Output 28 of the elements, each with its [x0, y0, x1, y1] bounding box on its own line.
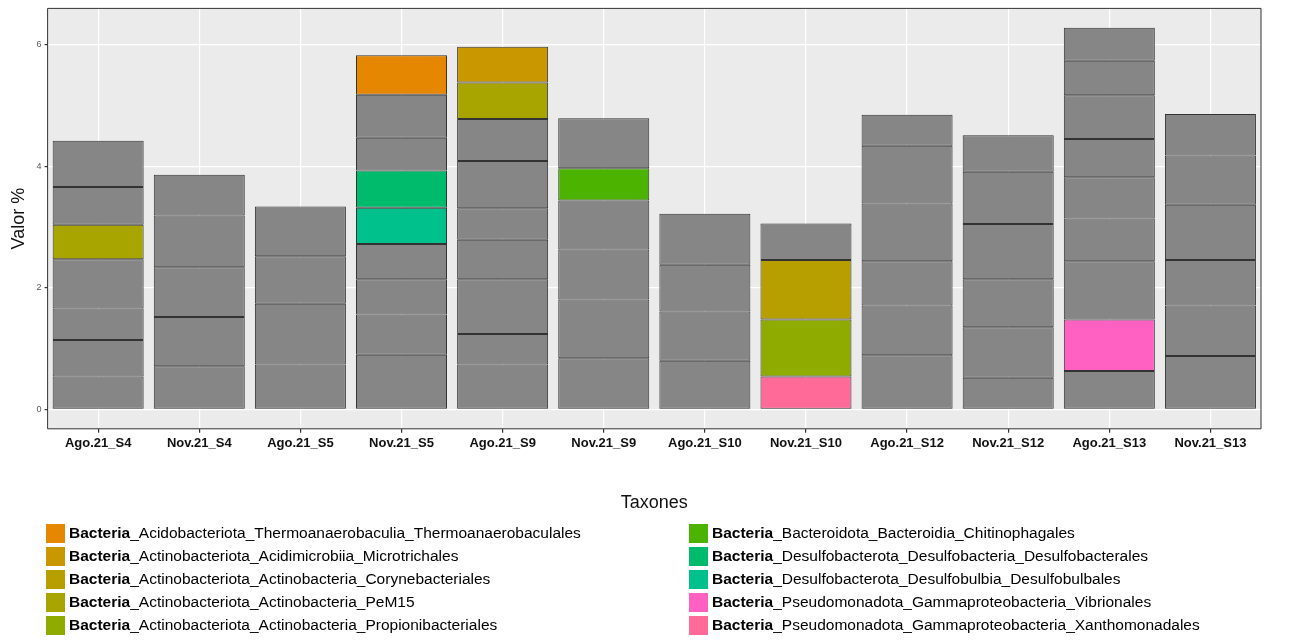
- legend-label: Bacteria_Pseudomonadota_Gammaproteobacteria_Vibrionales: [712, 592, 1152, 612]
- x-tick-label: Nov.21_S12: [972, 435, 1045, 451]
- x-tick-label: Ago.21_S9: [469, 435, 536, 451]
- x-tick-label: Nov.21_S4: [166, 435, 233, 451]
- y-tick-label: 4: [36, 160, 42, 171]
- x-tick-label: Ago.21_S4: [64, 435, 133, 451]
- x-tick-label: Ago.21_S13: [1072, 435, 1147, 451]
- legend-label: Bacteria_Bacteroidota_Bacteroidia_Chitinophagales: [712, 523, 1075, 543]
- y-tick-label: 2: [36, 282, 42, 293]
- x-tick-label: Nov.21_S10: [769, 435, 842, 451]
- y-axis-title: Valor %: [7, 187, 28, 250]
- x-tick-label: Ago.21_S10: [668, 435, 742, 451]
- legend-label: Bacteria_Actinobacteriota_Actinobacteria_PeM15: [69, 592, 415, 612]
- x-tick-label: Ago.21_S5: [267, 435, 334, 451]
- legend-label: Bacteria_Desulfobacterota_Desulfobacteria_Desulfobacterales: [712, 546, 1148, 566]
- legend-label: Bacteria_Acidobacteriota_Thermoanaerobaculia_Thermoanaerobaculales: [69, 523, 581, 543]
- legend-label: Bacteria_Actinobacteriota_Actinobacteria_Propionibacteriales: [69, 615, 498, 635]
- legend-label: Bacteria_Desulfobacterota_Desulfobulbia_Desulfobulbales: [712, 569, 1121, 589]
- x-tick-label: Nov.21_S13: [1174, 435, 1247, 451]
- x-tick-label: Nov.21_S5: [369, 435, 434, 451]
- x-tick-label: Nov.21_S9: [571, 435, 637, 451]
- x-axis-title: Taxones: [620, 492, 688, 513]
- y-tick-label: 0: [36, 403, 42, 414]
- legend-label: Bacteria_Actinobacteriota_Actinobacteria_Corynebacteriales: [69, 569, 491, 589]
- x-tick-label: Ago.21_S12: [870, 435, 944, 451]
- legend-label: Bacteria_Pseudomonadota_Gammaproteobacteria_Xanthomonadales: [712, 615, 1200, 635]
- legend-label: Bacteria_Actinobacteriota_Acidimicrobiia_Microtrichales: [69, 546, 459, 566]
- y-tick-label: 6: [36, 39, 42, 50]
